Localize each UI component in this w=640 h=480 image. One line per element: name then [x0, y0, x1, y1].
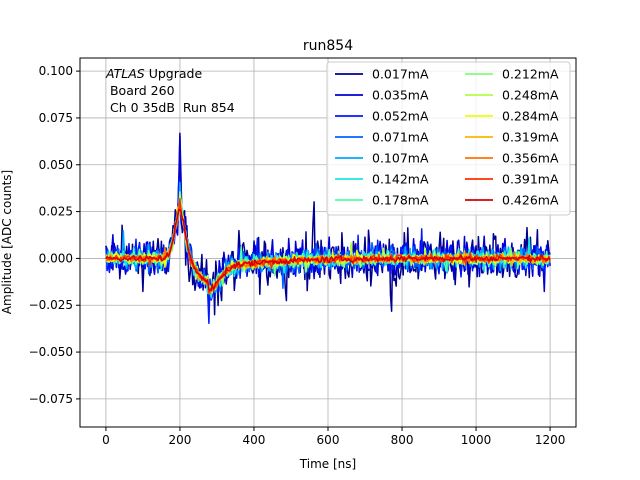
series-lines: [105, 132, 551, 325]
x-axis-ticks: 0 200 400 600 800 1000 1200: [102, 427, 565, 447]
annotation-experiment: ATLAS: [105, 66, 145, 81]
chart-title: run854: [303, 38, 353, 54]
annotation-channel: Ch 0 35dB Run 854: [106, 100, 235, 115]
series-line-0.426mA: [105, 209, 551, 292]
legend-label: 0.142mA: [372, 172, 429, 187]
x-tick-label: 200: [168, 433, 191, 447]
plot-area: [80, 58, 576, 427]
legend-label: 0.356mA: [502, 151, 559, 166]
x-axis-label: Time [ns]: [299, 457, 356, 471]
atlas-annotation: ATLAS Upgrade Board 260 Ch 0 35dB Run 85…: [105, 66, 235, 115]
y-tick-label: 0.000: [39, 251, 73, 265]
x-tick-label: 600: [317, 433, 340, 447]
y-tick-label: −0.075: [29, 392, 73, 406]
y-axis-ticks: −0.075 −0.050 −0.025 0.000 0.025 0.050 0.075 0.…: [29, 64, 80, 406]
annotation-board: Board 260: [106, 83, 175, 98]
legend-label: 0.212mA: [502, 67, 559, 82]
x-tick-label: 400: [243, 433, 266, 447]
legend-box: [326, 61, 571, 216]
y-tick-label: 0.025: [39, 205, 73, 219]
legend-label: 0.319mA: [502, 130, 559, 145]
y-axis-label: Amplitude [ADC counts]: [0, 170, 14, 314]
x-tick-label: 1200: [535, 433, 566, 447]
y-tick-label: 0.050: [39, 158, 73, 172]
legend-label: 0.248mA: [502, 88, 559, 103]
legend-label: 0.035mA: [372, 88, 429, 103]
legend-label: 0.071mA: [372, 130, 429, 145]
y-tick-label: −0.025: [29, 298, 73, 312]
y-tick-label: −0.050: [29, 345, 73, 359]
legend-label: 0.178mA: [372, 193, 429, 208]
y-tick-label: 0.075: [39, 111, 73, 125]
legend-label: 0.284mA: [502, 109, 559, 124]
svg-text:ATLAS Upgrade: ATLAS Upgrade: [105, 66, 202, 81]
x-tick-label: 800: [391, 433, 414, 447]
legend-label: 0.426mA: [502, 193, 559, 208]
y-tick-label: 0.100: [39, 64, 73, 78]
legend-label: 0.017mA: [372, 67, 429, 82]
legend-label: 0.107mA: [372, 151, 429, 166]
x-tick-label: 0: [102, 433, 110, 447]
annotation-line1-suffix: Upgrade: [145, 66, 203, 81]
x-tick-label: 1000: [461, 433, 492, 447]
legend: 0.017mA 0.035mA 0.052mA 0.071mA 0.107mA 0.142…: [326, 61, 571, 216]
legend-label: 0.052mA: [372, 109, 429, 124]
legend-label: 0.391mA: [502, 172, 559, 187]
